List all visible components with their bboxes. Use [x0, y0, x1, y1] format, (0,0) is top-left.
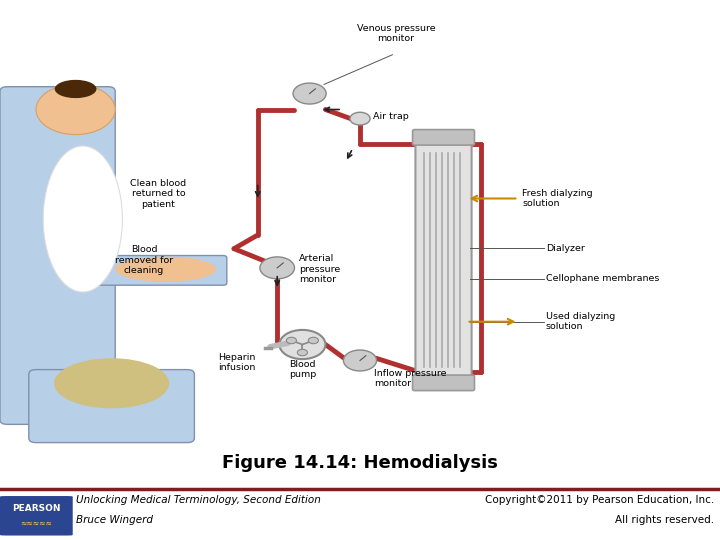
- FancyBboxPatch shape: [0, 87, 115, 424]
- Text: Venous pressure
monitor: Venous pressure monitor: [356, 24, 436, 43]
- FancyBboxPatch shape: [97, 255, 227, 285]
- Circle shape: [287, 338, 297, 343]
- Text: Heparin
infusion: Heparin infusion: [218, 353, 256, 373]
- Circle shape: [279, 330, 325, 359]
- Text: Unlocking Medical Terminology, Second Edition: Unlocking Medical Terminology, Second Ed…: [76, 495, 320, 505]
- Text: Air trap: Air trap: [373, 112, 409, 121]
- Circle shape: [293, 83, 326, 104]
- Ellipse shape: [54, 358, 169, 408]
- Text: Cellophane membranes: Cellophane membranes: [546, 274, 659, 283]
- Text: Blood
removed for
cleaning: Blood removed for cleaning: [115, 245, 173, 275]
- Circle shape: [350, 112, 370, 125]
- FancyBboxPatch shape: [0, 496, 73, 536]
- Text: Clean blood
returned to
patient: Clean blood returned to patient: [130, 179, 186, 209]
- Circle shape: [308, 338, 318, 343]
- Text: Blood
pump: Blood pump: [289, 360, 316, 379]
- Ellipse shape: [43, 146, 122, 292]
- Text: Copyright©2011 by Pearson Education, Inc.: Copyright©2011 by Pearson Education, Inc…: [485, 495, 714, 505]
- Text: Arterial
pressure
monitor: Arterial pressure monitor: [299, 254, 340, 284]
- Text: Figure 14.14: Hemodialysis: Figure 14.14: Hemodialysis: [222, 454, 498, 472]
- Ellipse shape: [115, 256, 216, 282]
- FancyBboxPatch shape: [413, 130, 474, 145]
- Text: ≈≈≈≈≈: ≈≈≈≈≈: [20, 518, 52, 527]
- Text: Used dialyzing
solution: Used dialyzing solution: [546, 312, 615, 332]
- FancyBboxPatch shape: [29, 369, 194, 443]
- Circle shape: [297, 349, 307, 356]
- Text: Inflow pressure
monitor: Inflow pressure monitor: [374, 369, 447, 388]
- Text: Bruce Wingerd: Bruce Wingerd: [76, 515, 153, 525]
- Text: PEARSON: PEARSON: [12, 504, 60, 514]
- Text: Dialyzer: Dialyzer: [546, 244, 585, 253]
- Circle shape: [260, 257, 294, 279]
- Circle shape: [343, 350, 377, 371]
- Ellipse shape: [55, 80, 96, 98]
- Text: All rights reserved.: All rights reserved.: [615, 515, 714, 525]
- FancyBboxPatch shape: [413, 375, 474, 390]
- Circle shape: [36, 84, 115, 134]
- Text: Fresh dialyzing
solution: Fresh dialyzing solution: [522, 189, 593, 208]
- FancyBboxPatch shape: [415, 141, 472, 379]
